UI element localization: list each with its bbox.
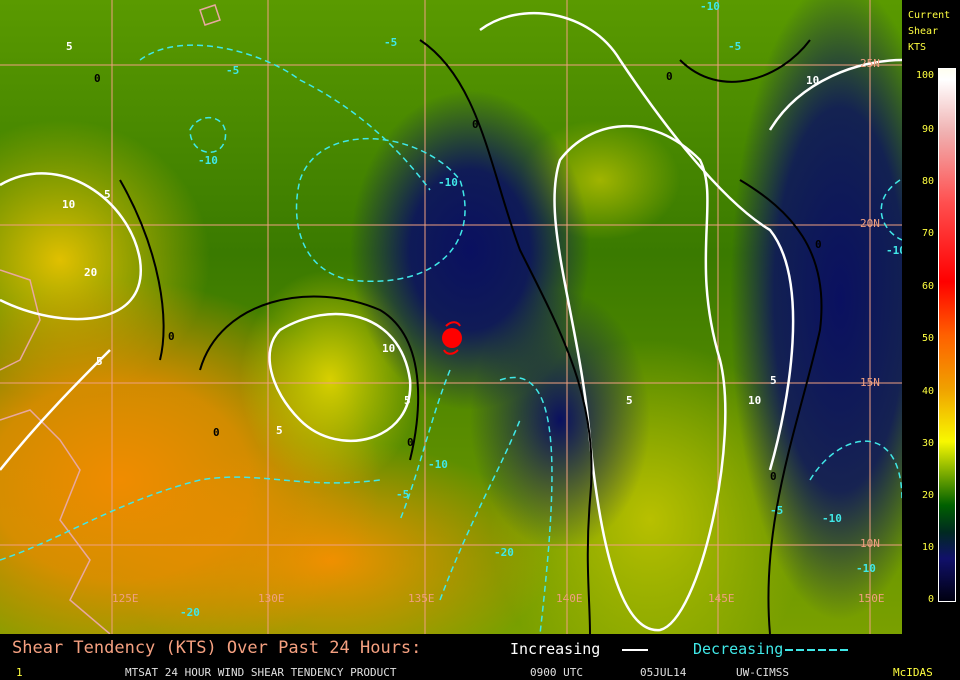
contour-label-cyan: -20 (494, 546, 514, 559)
contour-label-black: 0 (666, 70, 673, 83)
lat-label: 25N (860, 57, 880, 70)
contour-label-white: 5 (104, 188, 111, 201)
contour-label-cyan: -10 (700, 0, 720, 13)
lon-label: 140E (556, 592, 583, 605)
contour-label-cyan: -5 (226, 64, 240, 77)
contour-label-white: 5 (404, 394, 411, 407)
contour-label-cyan: -10 (856, 562, 876, 575)
product-name: MTSAT 24 HOUR WIND SHEAR TENDENCY PRODUC… (125, 666, 397, 679)
decreasing-line-sample (785, 649, 851, 651)
increasing-legend: Increasing (510, 640, 601, 658)
increasing-line-sample (622, 649, 648, 651)
contour-label-black: 0 (168, 330, 175, 343)
contour-label-cyan: -5 (396, 488, 410, 501)
colorbar-tick: 60 (921, 281, 934, 292)
colorbar-tick: 80 (921, 176, 934, 187)
contour-label-white: 10 (748, 394, 762, 407)
contour-label-cyan: -10 (886, 244, 902, 257)
contour-label-black: 0 (770, 470, 777, 483)
contour-label-cyan: -5 (384, 36, 398, 49)
tropical-cyclone-icon (442, 321, 462, 355)
contour-label-black: 0 (472, 118, 479, 131)
colorbar-tick: 20 (921, 490, 934, 501)
contour-label-white: 5 (626, 394, 633, 407)
contour-label-cyan: -10 (428, 458, 448, 471)
shear-tendency-map: 125E 130E 135E 140E 145E 150E 25N 20N 15… (0, 0, 902, 634)
colorbar-tick: 50 (921, 333, 934, 344)
colorbar-tick: 30 (921, 438, 934, 449)
product-title: Shear Tendency (KTS) Over Past 24 Hours: (12, 638, 422, 658)
increasing-contours (0, 11, 902, 632)
lon-label: 135E (408, 592, 435, 605)
lat-label: 20N (860, 217, 880, 230)
contour-label-white: 10 (382, 342, 396, 355)
colorbar-title: Current Shear KTS (908, 8, 950, 56)
legend-title-line: Current (908, 10, 951, 21)
frame-number: 1 (16, 666, 23, 679)
contour-label-cyan: -10 (822, 512, 842, 525)
lon-label: 145E (708, 592, 735, 605)
legend-title-line: KTS (908, 42, 927, 53)
colorbar (938, 68, 956, 602)
date-label: 05JUL14 (640, 666, 687, 679)
colorbar-tick: 100 (915, 70, 934, 81)
decreasing-contours (0, 44, 902, 634)
contour-label-cyan: -10 (438, 176, 458, 189)
contour-label-cyan: -5 (728, 40, 742, 53)
lon-label: 130E (258, 592, 285, 605)
lon-label: 125E (112, 592, 139, 605)
contour-label-white: 5 (66, 40, 73, 53)
legend-title-line: Shear (908, 26, 939, 37)
contour-label-cyan: -5 (770, 504, 784, 517)
colorbar-tick: 10 (921, 542, 934, 553)
contour-label-white: 10 (806, 74, 820, 87)
lon-label: 150E (858, 592, 885, 605)
contour-label-black: 0 (815, 238, 822, 251)
contour-label-black: 0 (213, 426, 220, 439)
contour-label-cyan: -20 (180, 606, 200, 619)
contour-label-white: 5 (96, 355, 103, 368)
colorbar-tick: 40 (921, 386, 934, 397)
colorbar-tick: 0 (927, 594, 934, 605)
contour-label-black: 0 (94, 72, 101, 85)
source-label: UW-CIMSS (736, 666, 789, 679)
lat-label: 15N (860, 376, 880, 389)
contour-label-white: 20 (84, 266, 98, 279)
zero-contours (119, 39, 823, 634)
time-label: 0900 UTC (530, 666, 583, 679)
colorbar-tick: 90 (921, 124, 934, 135)
contour-label-white: 10 (62, 198, 76, 211)
software-label: McIDAS (893, 666, 933, 679)
contour-label-cyan: -10 (198, 154, 218, 167)
contour-label-white: 5 (770, 374, 777, 387)
coastline (0, 4, 221, 634)
decreasing-legend: Decreasing (693, 640, 784, 658)
map-overlay (0, 0, 902, 634)
colorbar-tick: 70 (921, 228, 934, 239)
lat-label: 10N (860, 537, 880, 550)
lat-lon-grid (0, 0, 902, 634)
contour-label-white: 5 (276, 424, 283, 437)
contour-label-black: 0 (407, 436, 414, 449)
